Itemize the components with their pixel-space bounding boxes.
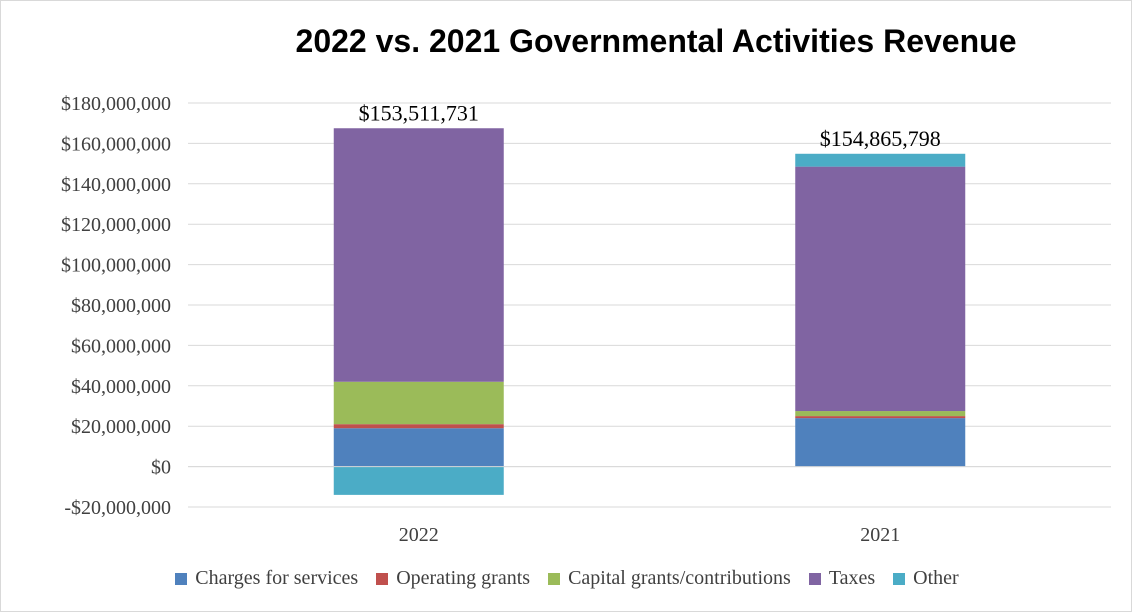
legend-label: Operating grants: [396, 567, 531, 589]
legend-item: Taxes: [808, 567, 876, 590]
chart-title: 2022 vs. 2021 Governmental Activities Re…: [295, 23, 1017, 59]
legend-swatch: [808, 572, 821, 585]
y-tick-label: $180,000,000: [61, 93, 171, 115]
legend-swatch: [893, 572, 906, 585]
total-label: $154,865,798: [820, 126, 941, 151]
y-tick-label: $160,000,000: [61, 133, 171, 155]
y-tick-label: $40,000,000: [71, 376, 171, 398]
legend-label: Taxes: [828, 567, 876, 589]
y-tick-label: $0: [151, 457, 171, 479]
chart-legend: Charges for services Operating grants Capi…: [1, 567, 1132, 590]
y-tick-label: $100,000,000: [61, 255, 171, 277]
y-tick-label: $120,000,000: [61, 214, 171, 236]
legend-label: Other: [913, 567, 959, 589]
y-tick-label: -$20,000,000: [64, 497, 171, 519]
legend-item: Charges for services: [175, 567, 358, 590]
legend-item: Other: [893, 567, 959, 590]
legend-item: Operating grants: [376, 567, 530, 590]
x-tick-label: 2022: [399, 524, 439, 546]
bar-segment: [795, 416, 966, 419]
x-tick-label: 2021: [860, 524, 900, 546]
y-tick-label: $80,000,000: [71, 295, 171, 317]
bar-segment: [795, 418, 966, 467]
bar-segment: [333, 381, 504, 425]
chart-plot: -$20,000,000 $0 $20,000,000 $40,000,000 $60,…: [61, 93, 1111, 546]
legend-item: Capital grants/contributions: [548, 567, 791, 590]
bar-segment: [795, 166, 966, 412]
bar-segment: [795, 153, 966, 167]
legend-swatch: [376, 572, 389, 585]
y-tick-label: $20,000,000: [71, 416, 171, 438]
legend-swatch: [548, 572, 561, 585]
legend-label: Charges for services: [195, 567, 359, 589]
y-tick-label: $60,000,000: [71, 335, 171, 357]
bar-segment: [333, 428, 504, 467]
y-tick-label: $140,000,000: [61, 174, 171, 196]
bar-segment: [333, 466, 504, 495]
total-label: $153,511,731: [359, 100, 479, 125]
bar-segment: [333, 128, 504, 382]
bar-segment: [795, 411, 966, 417]
legend-swatch: [175, 572, 188, 585]
legend-label: Capital grants/contributions: [568, 567, 791, 589]
bar-segment: [333, 424, 504, 429]
